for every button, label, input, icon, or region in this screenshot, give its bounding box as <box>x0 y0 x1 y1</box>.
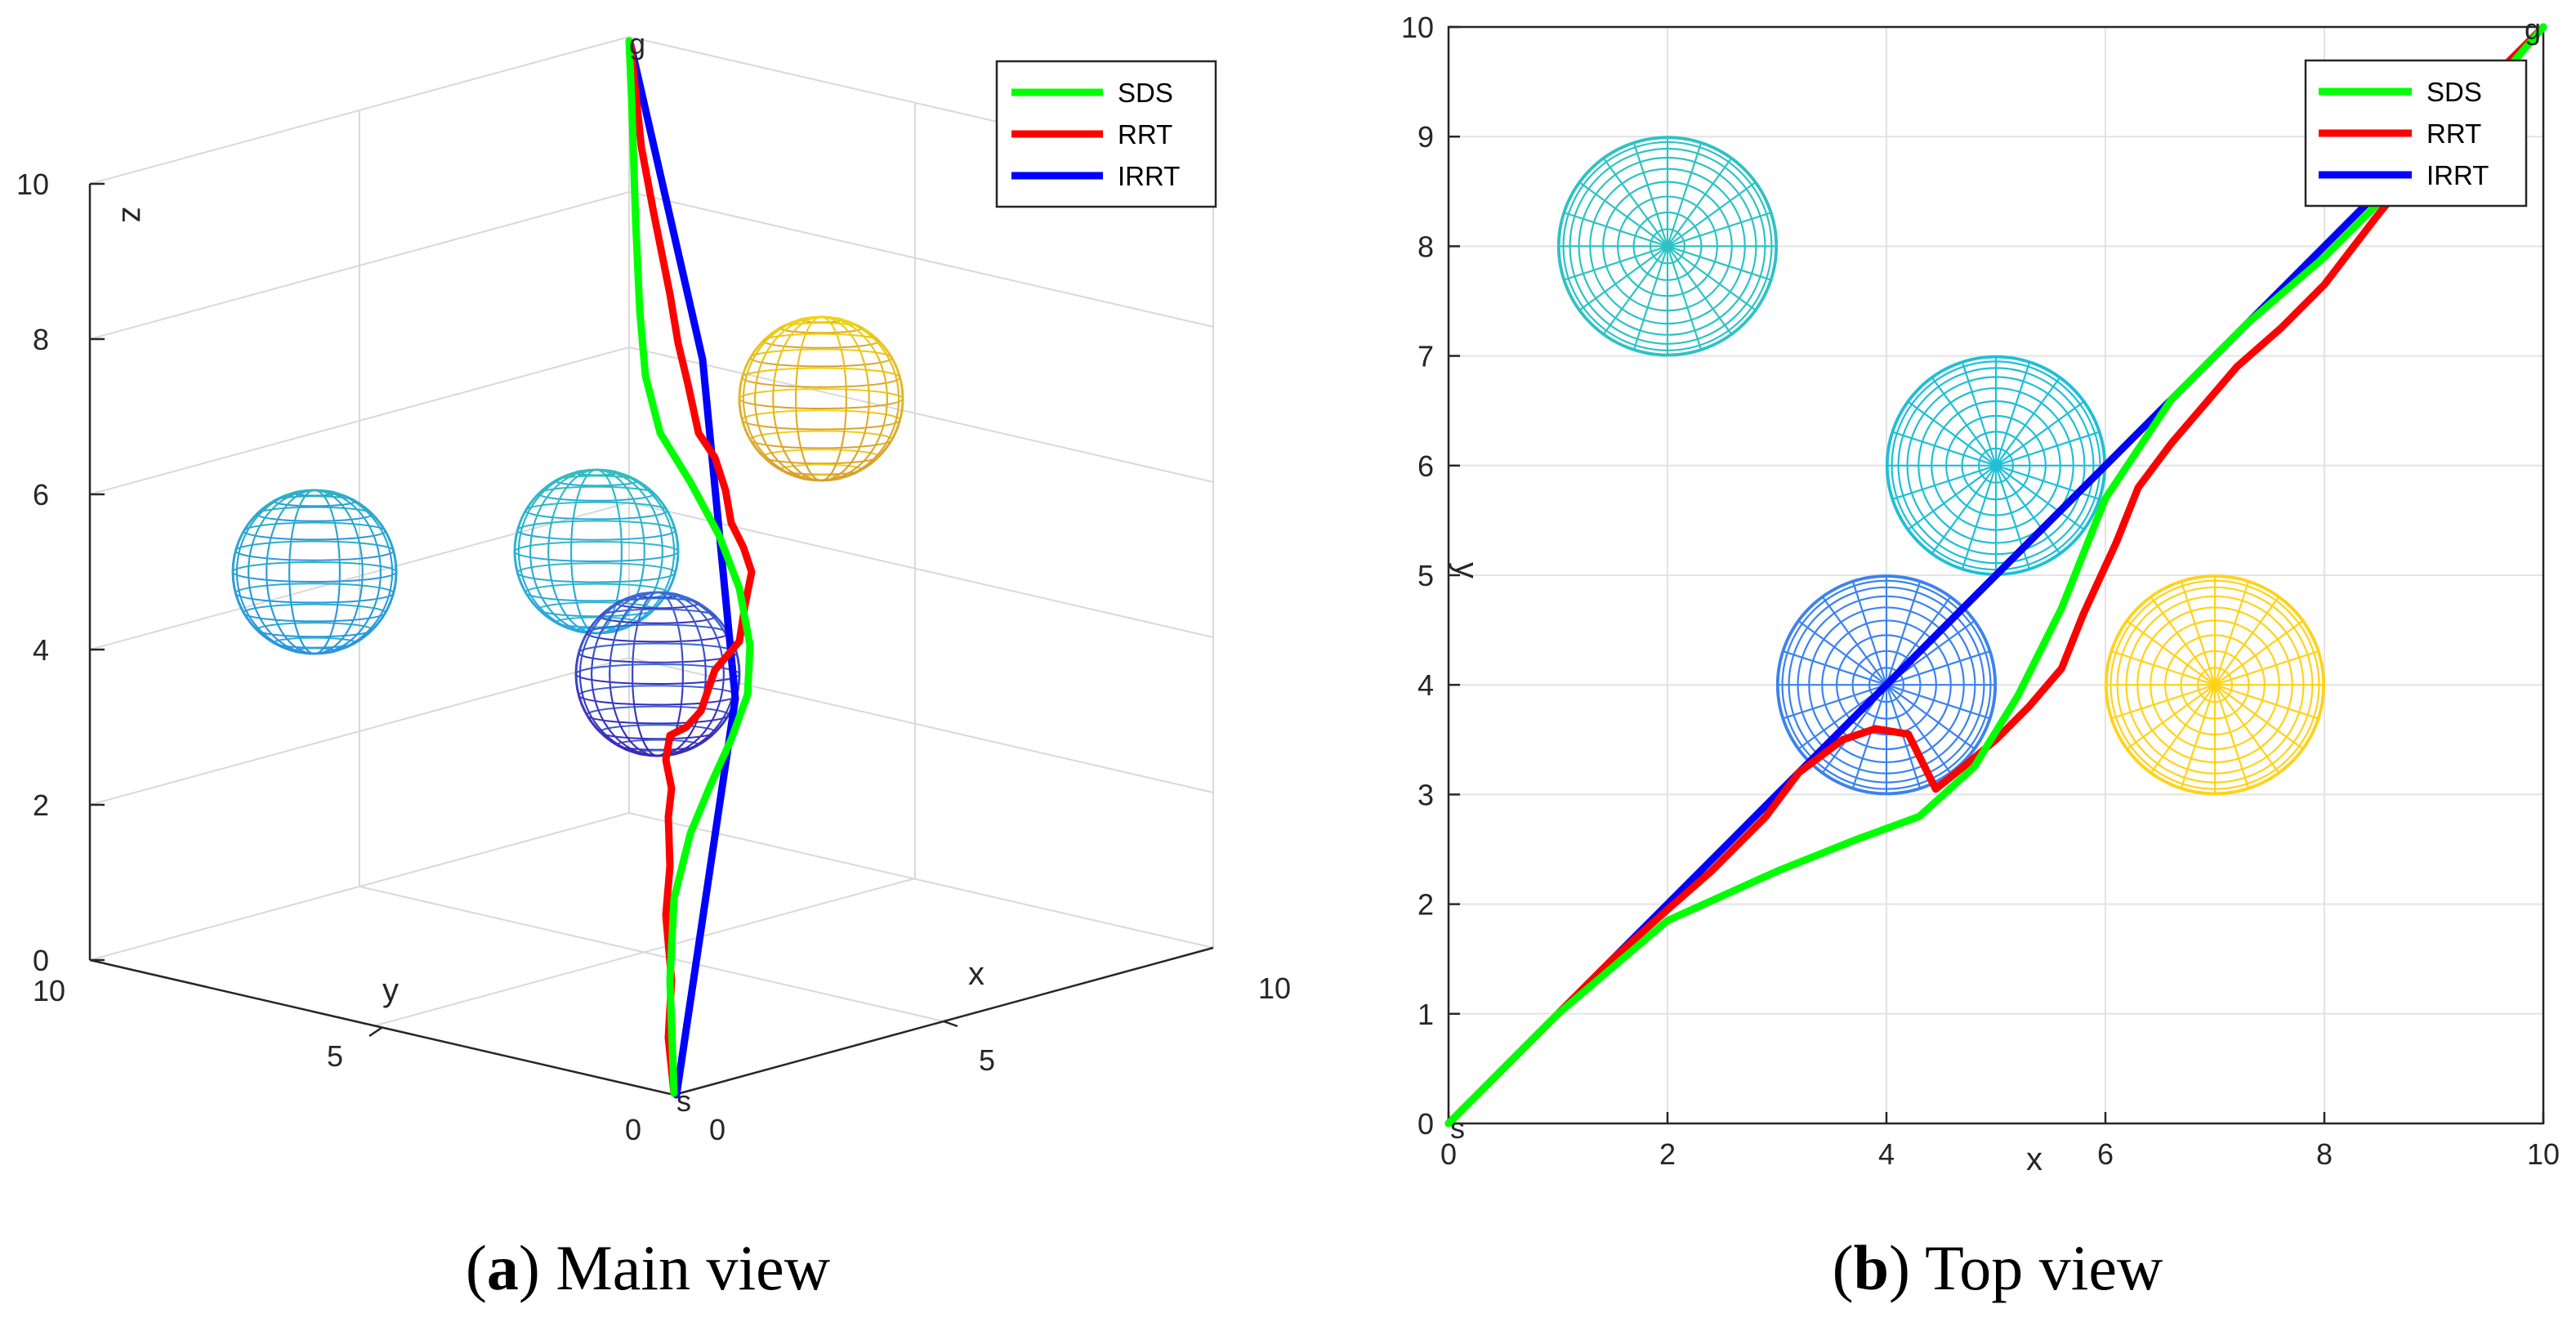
top-view-legend: SDS RRT IRRT <box>2304 59 2528 208</box>
circle-obstacle <box>1775 574 1998 796</box>
y-tick-label: 2 <box>1417 888 1434 922</box>
main-view-xlabel: x <box>968 956 984 992</box>
path-sds <box>625 37 754 1097</box>
y-tick-label: 3 <box>1417 778 1434 811</box>
main-view-caption: (a) Main view <box>466 1232 830 1303</box>
y-tick-label: 0 <box>1417 1107 1434 1141</box>
circle-obstacle <box>1885 355 2107 576</box>
legend-entry: RRT <box>2426 118 2481 149</box>
y-tick-label: 0 <box>625 1113 641 1146</box>
y-tick-label: 7 <box>1417 340 1434 373</box>
z-tick-label: 2 <box>33 788 49 822</box>
x-tick-label: 0 <box>709 1113 725 1146</box>
x-tick-label: 6 <box>2097 1137 2114 1171</box>
sphere-obstacle <box>738 315 904 482</box>
x-tick-label: 2 <box>1659 1137 1676 1171</box>
y-tick-label: 4 <box>1417 668 1434 702</box>
x-tick-label: 8 <box>2316 1137 2333 1171</box>
path-irrt <box>627 41 739 1099</box>
top-view-obstacles <box>1556 136 2326 796</box>
legend-entry: IRRT <box>1118 161 1180 191</box>
z-tick-label: 0 <box>33 944 49 977</box>
sphere-obstacle <box>574 591 741 757</box>
top-view-goal-label: g <box>2525 12 2541 46</box>
sphere-obstacle <box>231 489 398 655</box>
x-tick-label: 10 <box>2527 1137 2560 1171</box>
x-tick-label: 4 <box>1878 1137 1895 1171</box>
y-tick-label: 1 <box>1417 998 1434 1031</box>
y-tick-label: 8 <box>1417 230 1434 263</box>
caption-label: b <box>1854 1232 1889 1303</box>
z-tick-label: 8 <box>33 323 49 356</box>
z-tick-label: 6 <box>33 478 49 511</box>
main-view-obstacles <box>231 315 904 757</box>
legend-entry: SDS <box>1118 78 1173 108</box>
main-view-paths <box>625 37 756 1099</box>
legend-entry: IRRT <box>2426 160 2489 190</box>
circle-obstacle <box>1556 136 1779 357</box>
top-view-plot: 0 2 4 6 8 10 0 1 2 3 4 5 6 7 8 9 10 s g x y SDS RRT IRRT… <box>1401 11 2560 1303</box>
top-view-xlabel: x <box>2026 1141 2042 1177</box>
z-tick-label: 10 <box>16 167 49 201</box>
main-view-goal-label: g <box>629 27 645 60</box>
top-view-paths <box>1444 23 2547 1128</box>
x-tick-label: 10 <box>1258 971 1291 1005</box>
caption-text: Main view <box>556 1232 830 1303</box>
legend-entry: SDS <box>2426 77 2482 107</box>
top-view-caption: (b) Top view <box>1833 1232 2163 1303</box>
top-view-ylabel: y <box>1449 562 1484 578</box>
z-tick-label: 4 <box>33 633 49 667</box>
legend-entry: RRT <box>1118 119 1172 150</box>
path-sds <box>1444 23 2547 1128</box>
y-tick-label: 5 <box>327 1039 343 1073</box>
sphere-obstacle <box>513 468 680 635</box>
main-view-legend: SDS RRT IRRT <box>995 60 1217 208</box>
top-view-start-label: s <box>1450 1111 1465 1145</box>
x-tick-label: 5 <box>979 1043 995 1077</box>
main-view-ylabel: y <box>382 972 399 1008</box>
3d-axes <box>88 182 1214 1096</box>
x-tick-label: 0 <box>1440 1137 1457 1171</box>
circle-obstacle <box>2104 574 2326 796</box>
y-tick-label: 10 <box>33 974 65 1007</box>
y-tick-label: 5 <box>1417 559 1434 592</box>
caption-text: Top view <box>1925 1232 2163 1303</box>
top-view-tick-labels: 0 2 4 6 8 10 0 1 2 3 4 5 6 7 8 9 10 <box>1401 11 2560 1171</box>
y-tick-label: 6 <box>1417 449 1434 483</box>
main-view-start-label: s <box>676 1084 691 1118</box>
y-tick-label: 9 <box>1417 120 1434 154</box>
caption-label: a <box>487 1232 519 1303</box>
path-rrt <box>1444 23 2547 1128</box>
y-tick-label: 10 <box>1401 11 1434 44</box>
main-view-zlabel: z <box>115 207 151 223</box>
